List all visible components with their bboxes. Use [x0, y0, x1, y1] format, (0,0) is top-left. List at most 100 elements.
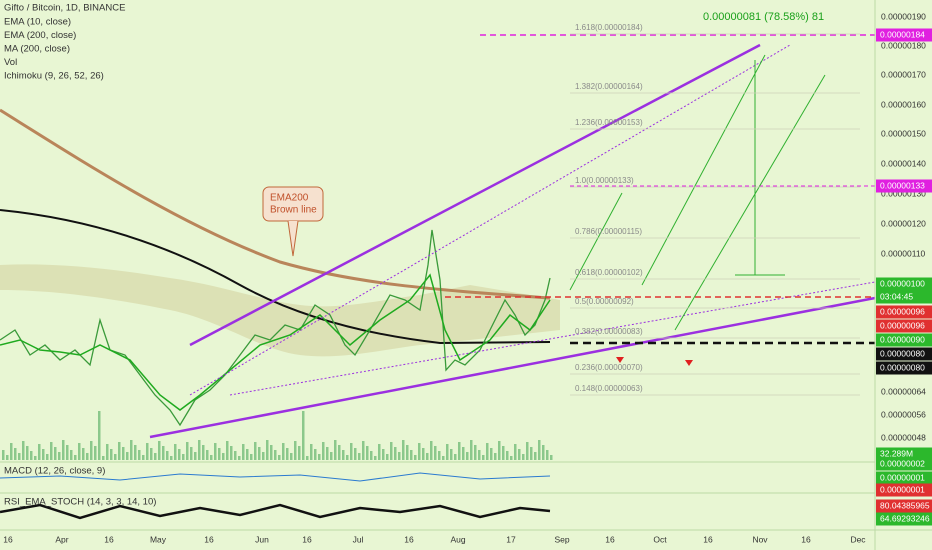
volume-bar: [78, 443, 81, 460]
volume-bar: [438, 451, 441, 460]
volume-bar: [214, 443, 217, 460]
volume-bar: [402, 440, 405, 460]
price-tag: [876, 483, 932, 497]
volume-bar: [222, 453, 225, 460]
volume-bar: [278, 455, 281, 460]
price-tag: [876, 457, 932, 471]
volume-bar: [114, 454, 117, 460]
macd-title: MACD (12, 26, close, 9): [4, 466, 105, 477]
volume-bar: [434, 446, 437, 460]
price-tag: [876, 28, 932, 42]
volume-bar: [274, 450, 277, 460]
volume-bar: [198, 440, 201, 460]
volume-bar: [322, 442, 325, 460]
volume-bar: [154, 453, 157, 460]
volume-bar: [210, 455, 213, 460]
volume-bar: [542, 445, 545, 460]
volume-bar: [90, 441, 93, 460]
volume-bar: [370, 451, 373, 460]
volume-bar: [330, 452, 333, 460]
volume-bar: [350, 443, 353, 460]
volume-bar: [66, 445, 69, 460]
volume-bar: [6, 455, 9, 460]
volume-bars: [2, 411, 553, 460]
price-tag: [876, 347, 932, 361]
volume-bar: [162, 446, 165, 460]
price-tick-label: 0.00000190: [881, 11, 926, 21]
volume-bar: [26, 446, 29, 460]
volume-bar: [182, 454, 185, 460]
price-tag-label: 0.00000080: [880, 362, 925, 372]
price-tag: [876, 471, 932, 485]
price-tag: [876, 447, 932, 461]
volume-bar: [218, 448, 221, 460]
volume-bar: [530, 447, 533, 460]
volume-bar: [334, 440, 337, 460]
price-tag-label: 80.04385965: [880, 500, 930, 510]
volume-bar: [366, 446, 369, 460]
fib-label: 1.0(0.00000133): [575, 176, 634, 185]
volume-bar: [514, 444, 517, 460]
rsi-line: [0, 503, 551, 520]
volume-bar: [254, 442, 257, 460]
volume-bar: [326, 447, 329, 460]
volume-bar: [358, 453, 361, 460]
volume-bar: [382, 449, 385, 460]
time-tick-label: 16: [703, 534, 713, 544]
callout-text: Brown line: [270, 205, 317, 216]
volume-bar: [202, 445, 205, 460]
price-tag: [876, 333, 932, 347]
volume-bar: [62, 440, 65, 460]
time-tick-label: Jun: [255, 534, 269, 544]
volume-bar: [194, 452, 197, 460]
price-tick-label: 0.00000140: [881, 158, 926, 168]
volume-bar: [502, 446, 505, 460]
ema200-line: [0, 108, 551, 300]
volume-bar: [314, 449, 317, 460]
channel-upper: [189, 43, 761, 347]
volume-bar: [122, 447, 125, 460]
volume-bar: [238, 456, 241, 460]
volume-bar: [518, 449, 521, 460]
time-tick-label: 16: [302, 534, 312, 544]
volume-bar: [10, 443, 13, 460]
volume-bar: [506, 451, 509, 460]
volume-bar: [454, 454, 457, 460]
volume-bar: [470, 440, 473, 460]
volume-bar: [118, 442, 121, 460]
volume-bar: [522, 454, 525, 460]
volume-bar: [290, 453, 293, 460]
volume-bar: [106, 444, 109, 460]
price-line: [0, 229, 551, 427]
volume-bar: [410, 450, 413, 460]
volume-bar: [82, 448, 85, 460]
volume-bar: [478, 450, 481, 460]
volume-bar: [342, 450, 345, 460]
fib-label: 0.5(0.00000092): [575, 297, 634, 306]
measure-annotation: 0.00000081 (78.58%) 81: [703, 11, 824, 23]
volume-bar: [458, 442, 461, 460]
volume-bar: [298, 446, 301, 460]
volume-bar: [142, 455, 145, 460]
volume-bar: [354, 448, 357, 460]
volume-bar: [126, 452, 129, 460]
fib-label: 1.236(0.00000153): [575, 118, 643, 127]
volume-bar: [318, 454, 321, 460]
volume-bar: [110, 449, 113, 460]
volume-bar: [86, 453, 89, 460]
volume-bar: [250, 454, 253, 460]
price-tag: [876, 361, 932, 375]
price-tick-label: 0.00000120: [881, 218, 926, 228]
price-tag: [876, 290, 932, 304]
fib-label: 0.382(0.00000083): [575, 327, 643, 336]
price-tick-label: 0.00000180: [881, 40, 926, 50]
volume-bar: [170, 456, 173, 460]
fib-label: 0.786(0.00000115): [575, 227, 642, 236]
price-tag: [876, 499, 932, 513]
volume-bar: [398, 452, 401, 460]
indicator-label: EMA (10, close): [4, 17, 71, 28]
volume-bar: [18, 453, 21, 460]
price-tick-label: 0.00000130: [881, 188, 926, 198]
price-tag-label: 0.00000096: [880, 306, 925, 316]
